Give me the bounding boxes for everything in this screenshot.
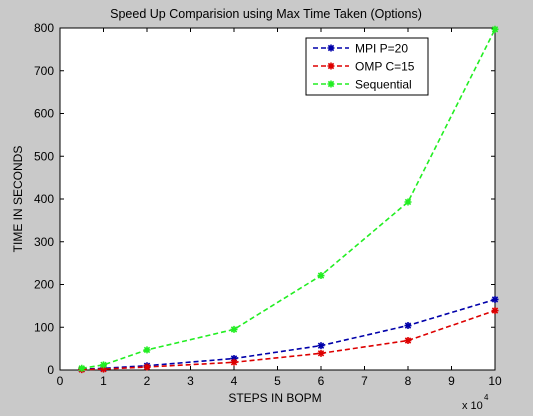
data-point: [404, 337, 412, 345]
y-axis-label: TIME IN SECONDS: [11, 146, 25, 253]
chart-title: Speed Up Comparision using Max Time Take…: [110, 7, 422, 21]
y-tick-label: 200: [34, 278, 54, 292]
series-2: [78, 25, 499, 372]
y-tick-label: 800: [34, 21, 54, 35]
data-point: [317, 349, 325, 357]
x-tick-label: 2: [144, 374, 151, 388]
y-tick-label: 300: [34, 235, 54, 249]
legend-entry: OMP C=15: [313, 60, 415, 74]
data-point: [491, 307, 499, 315]
x-tick-label: 9: [448, 374, 455, 388]
y-tick-label: 100: [34, 320, 54, 334]
data-point: [143, 346, 151, 354]
legend-entry: Sequential: [313, 78, 412, 92]
legend-entry: MPI P=20: [313, 42, 408, 56]
data-point: [78, 364, 86, 372]
legend-label: OMP C=15: [355, 60, 415, 74]
x-tick-label: 3: [187, 374, 194, 388]
x-tick-label: 8: [405, 374, 412, 388]
y-axis: 0 100 200 300 400 500 600 700 800: [34, 21, 495, 377]
data-point: [491, 295, 499, 303]
data-point: [100, 361, 107, 369]
y-tick-label: 400: [34, 192, 54, 206]
y-tick-label: 0: [47, 363, 54, 377]
data-point: [491, 25, 499, 33]
x-tick-label: 4: [231, 374, 238, 388]
x-axis-label: STEPS IN BOPM: [228, 391, 321, 405]
legend: MPI P=20 OMP C=15 Sequential: [305, 37, 429, 96]
data-point: [404, 322, 412, 330]
x-multiplier-exponent: 4: [484, 393, 489, 402]
legend-label: MPI P=20: [355, 42, 408, 56]
legend-marker: [327, 80, 335, 88]
y-tick-label: 500: [34, 149, 54, 163]
x-tick-label: 1: [100, 374, 107, 388]
x-tick-label: 6: [318, 374, 325, 388]
legend-label: Sequential: [355, 78, 412, 92]
x-tick-label: 7: [361, 374, 368, 388]
x-multiplier-base: x 10: [462, 400, 483, 411]
series-layer: [78, 25, 499, 374]
x-axis: 0 1 2 3 4 5 6 7 8 9 10: [57, 28, 502, 388]
legend-marker: [327, 62, 335, 70]
data-point: [230, 325, 238, 333]
data-point: [230, 358, 238, 366]
y-tick-label: 600: [34, 107, 54, 121]
x-tick-label: 10: [488, 374, 502, 388]
x-axis-multiplier: x 10 4: [462, 393, 489, 412]
data-point: [317, 342, 325, 350]
data-point: [100, 365, 107, 373]
x-tick-label: 5: [274, 374, 281, 388]
x-tick-label: 0: [57, 374, 64, 388]
data-point: [404, 198, 412, 206]
data-point: [230, 354, 238, 362]
data-point: [143, 363, 151, 371]
legend-box: [305, 37, 429, 96]
y-tick-label: 700: [34, 64, 54, 78]
legend-marker: [327, 44, 335, 52]
data-point: [317, 272, 325, 280]
